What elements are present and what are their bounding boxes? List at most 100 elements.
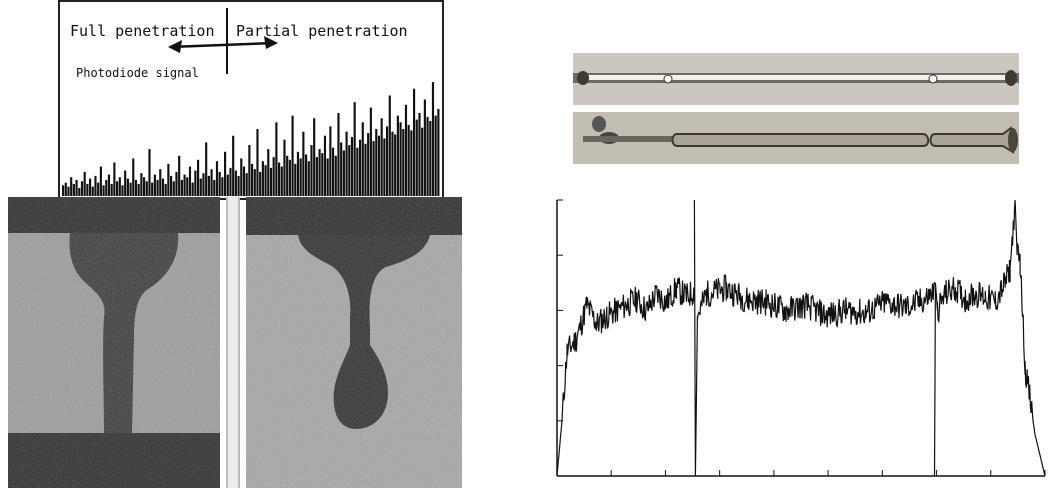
signal-bar (396, 115, 399, 196)
signal-bar (159, 169, 162, 196)
signal-bar (369, 107, 372, 196)
signal-bar (126, 178, 129, 196)
signal-bar (307, 161, 310, 196)
signal-bar (329, 126, 332, 196)
signal-trace-line (933, 199, 1046, 477)
signal-bar (332, 147, 335, 196)
signal-bar (194, 170, 197, 196)
signal-bar (315, 157, 318, 196)
signal-bar (80, 181, 84, 196)
signal-bar (386, 126, 389, 196)
signal-bar (353, 102, 356, 196)
signal-bar (356, 147, 359, 196)
signal-bar (418, 112, 421, 196)
signal-bar (264, 165, 267, 196)
signal-bar (302, 131, 305, 196)
signal-bar (75, 179, 78, 196)
signal-bar (394, 134, 397, 196)
photodiode-signal-panel: Full penetration Partial penetration Pho… (58, 0, 444, 200)
signal-bar (183, 174, 186, 196)
signal-bar (107, 174, 111, 196)
photodiode-signal-label: Photodiode signal (76, 66, 199, 80)
signal-bar (188, 166, 192, 196)
signal-bar (413, 88, 416, 196)
signal-bar (148, 149, 151, 196)
signal-bar (202, 173, 205, 196)
weld-bead-bottom-strip (573, 112, 1019, 164)
signal-bar (318, 149, 321, 196)
signal-bar (151, 182, 154, 196)
signal-bar (78, 187, 81, 196)
signal-bar (337, 112, 340, 196)
signal-bar (259, 171, 262, 196)
signal-bar (402, 129, 405, 196)
signal-bar (64, 182, 67, 196)
signal-bar (224, 151, 227, 196)
signal-bar (113, 162, 116, 196)
signal-bar (388, 95, 391, 196)
signal-bar (380, 118, 383, 196)
signal-bar (391, 131, 394, 196)
signal-bar (261, 161, 264, 196)
signal-bar (237, 175, 240, 196)
signal-bar (229, 167, 232, 196)
signal-bar (434, 115, 437, 196)
full-penetration-micrograph (8, 197, 220, 488)
signal-bar (83, 171, 86, 196)
signal-bar (140, 173, 143, 196)
signal-bar (272, 157, 275, 196)
signal-bar (156, 179, 159, 196)
micrograph-divider (226, 197, 240, 488)
signal-bar (221, 177, 224, 196)
signal-bar (137, 183, 140, 196)
signal-bar (167, 163, 170, 196)
signal-bar (102, 185, 105, 196)
signal-bar (278, 162, 281, 196)
signal-bar (334, 155, 337, 196)
signal-bar (326, 158, 329, 196)
weld-bead-top-strip (573, 53, 1019, 105)
signal-bar (110, 183, 113, 196)
signal-bar (299, 158, 302, 196)
signal-bar (134, 179, 138, 196)
signal-bar (321, 153, 324, 196)
signal-bar (404, 104, 408, 196)
signal-bar (97, 182, 100, 196)
signal-bar (116, 181, 119, 196)
signal-bar (245, 173, 248, 196)
signal-bar (86, 183, 89, 196)
signal-bar (348, 145, 351, 196)
signal-bar (359, 139, 362, 196)
signal-bar (205, 142, 208, 196)
signal-bar (186, 177, 189, 196)
signal-bar (342, 150, 345, 196)
signal-bar (383, 138, 386, 196)
signal-bar (431, 82, 435, 196)
signal-bar (410, 130, 413, 196)
signal-bar (251, 163, 254, 196)
signal-bar (377, 135, 381, 196)
signal-bar (72, 183, 75, 196)
signal-bar (180, 179, 183, 196)
signal-bar (70, 177, 73, 196)
signal-bar (286, 155, 289, 196)
signal-bar (234, 170, 237, 196)
signal-bar (153, 174, 156, 196)
signal-bar (161, 178, 165, 196)
signal-bar (361, 122, 364, 196)
signal-bar (94, 175, 97, 196)
signal-bar (415, 119, 418, 196)
signal-bar (164, 183, 167, 196)
signal-bar (350, 137, 354, 196)
signal-bar (407, 124, 410, 196)
weld-bead-top-image (573, 53, 1019, 105)
signal-trace-svg (556, 199, 1046, 477)
signal-bar (213, 179, 216, 196)
signal-bar (283, 139, 286, 196)
signal-bar (372, 141, 375, 196)
signal-bar (256, 129, 259, 196)
signal-bar (215, 161, 219, 196)
signal-bar (423, 99, 426, 196)
signal-bar (132, 158, 135, 196)
signal-bar (437, 108, 440, 196)
